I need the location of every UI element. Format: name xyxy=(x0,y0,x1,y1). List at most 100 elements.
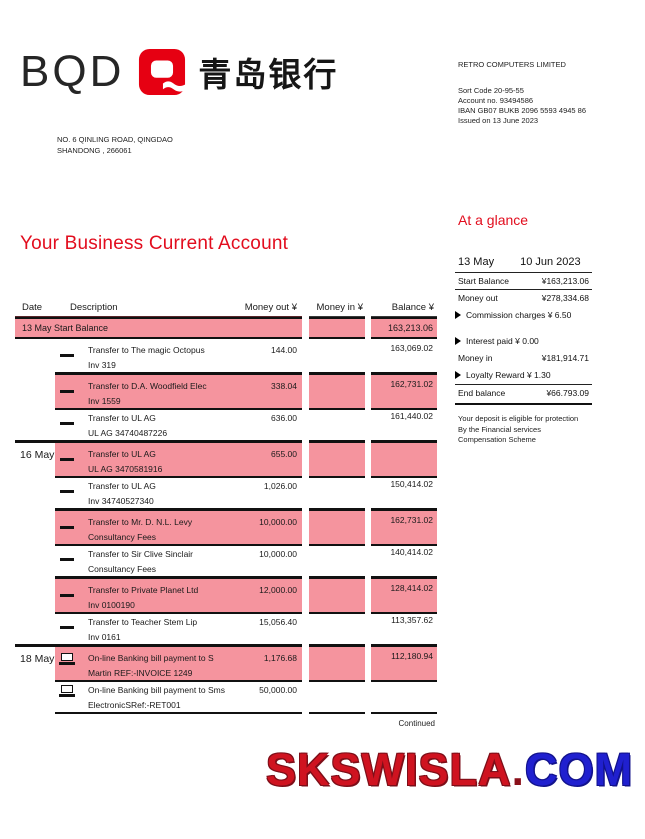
transaction-money-in xyxy=(309,543,365,578)
watermark-blue-text: COM xyxy=(525,744,634,795)
at-a-glance-heading: At a glance xyxy=(458,212,529,228)
transaction-money-in xyxy=(309,611,365,646)
table-row: Transfer to D.A. Woodfield Elec 338.04 I… xyxy=(15,373,437,410)
end-balance-label: End balance xyxy=(458,388,506,398)
transaction-reference: Consultancy Fees xyxy=(88,531,157,542)
glance-end-balance: End balance ¥66.793.09 xyxy=(455,385,592,405)
transaction-balance: 128,414.02 xyxy=(371,577,437,614)
glance-start-balance: Start Balance ¥163,213.06 xyxy=(455,273,592,290)
transaction-date xyxy=(15,373,55,410)
transaction-money-out: 12,000.00 xyxy=(259,584,297,595)
transaction-money-out: 10,000.00 xyxy=(259,548,297,559)
transaction-description: On-line Banking bill payment to Sms xyxy=(88,684,226,695)
start-balance-label: Start Balance xyxy=(458,276,510,286)
table-row: 18 May On-line Banking bill payment to S… xyxy=(15,645,437,682)
transaction-description: Transfer to Mr. D. N.L. Levy xyxy=(88,516,193,527)
transaction-reference: ElectronicSRef:-RET001 xyxy=(88,699,181,710)
money-in-value: ¥181,914.71 xyxy=(541,353,589,363)
transaction-reference: UL AG 3470581916 xyxy=(88,463,163,474)
transaction-balance: 161,440.02 xyxy=(371,407,437,442)
transfer-dash-icon xyxy=(60,354,74,357)
transaction-description-cell: Transfer to The magic Octopus 144.00 Inv… xyxy=(55,339,302,374)
period-end: 10 Jun 2023 xyxy=(520,256,581,268)
header-description-moneyout: Description Money out ¥ xyxy=(55,302,302,317)
start-balance-row-moneyin-cell xyxy=(309,317,365,339)
transaction-balance: 112,180.94 xyxy=(371,645,437,682)
transaction-money-out: 10,000.00 xyxy=(259,516,297,527)
transaction-description: Transfer to The magic Octopus xyxy=(88,344,205,355)
start-balance-row-label: 13 May Start Balance xyxy=(15,317,302,339)
triangle-bullet-icon xyxy=(455,371,461,379)
bank-logo: BQD 青岛银行 xyxy=(20,48,338,96)
transfer-dash-icon xyxy=(60,626,74,629)
transaction-money-in xyxy=(309,407,365,442)
transaction-date xyxy=(15,577,55,614)
bank-logo-icon xyxy=(138,48,187,96)
triangle-bullet-icon xyxy=(455,311,461,319)
transaction-money-in xyxy=(309,577,365,614)
transaction-description: Transfer to UL AG xyxy=(88,412,156,423)
watermark-red-text: SKSWISLA xyxy=(266,744,512,795)
header-money-out: Money out ¥ xyxy=(244,302,297,313)
start-balance-value: ¥163,213.06 xyxy=(541,276,589,286)
transaction-money-out: 144.00 xyxy=(271,344,297,355)
online-banking-laptop-icon xyxy=(59,653,75,665)
header-money-in: Money in ¥ xyxy=(309,302,365,317)
transfer-dash-icon xyxy=(60,594,74,597)
transaction-money-out: 15,056.40 xyxy=(259,616,297,627)
table-row: Transfer to UL AG 1,026.00 Inv 347405273… xyxy=(15,475,437,510)
transaction-description-cell: Transfer to Teacher Stem Lip 15,056.40 I… xyxy=(55,611,302,646)
start-balance-row: 13 May Start Balance 163,213.06 xyxy=(15,317,437,339)
protection-line2: By the Financial services xyxy=(458,424,541,434)
transaction-description-cell: On-line Banking bill payment to S 1,176.… xyxy=(55,645,302,682)
transaction-description-cell: On-line Banking bill payment to Sms 50,0… xyxy=(55,679,302,714)
account-holder-name: RETRO COMPUTERS LIMITED xyxy=(458,60,566,69)
transaction-balance: 162,731.02 xyxy=(371,509,437,546)
bank-logo-chinese-name: 青岛银行 xyxy=(198,56,339,93)
transaction-date xyxy=(15,407,55,442)
watermark: SKSWISLA.COM xyxy=(266,744,633,796)
transfer-dash-icon xyxy=(60,490,74,493)
continued-label: Continued xyxy=(398,719,435,728)
transaction-balance xyxy=(371,679,437,714)
transaction-money-out: 338.04 xyxy=(271,380,297,391)
sort-code: Sort Code 20-95-55 xyxy=(458,86,524,95)
table-row: 16 May Transfer to UL AG 655.00 UL AG 34… xyxy=(15,441,437,478)
transaction-balance: 162,731.02 xyxy=(371,373,437,410)
transfer-dash-icon xyxy=(60,558,74,561)
table-row: Transfer to The magic Octopus 144.00 Inv… xyxy=(15,339,437,374)
transaction-money-out: 50,000.00 xyxy=(259,684,297,695)
protection-line3: Compensation Scheme xyxy=(458,435,536,444)
online-banking-laptop-icon xyxy=(59,685,75,697)
transaction-description: Transfer to Teacher Stem Lip xyxy=(88,616,198,627)
transaction-reference: UL AG 34740487226 xyxy=(88,427,168,438)
transaction-money-in xyxy=(309,373,365,410)
transaction-reference: Consultancy Fees xyxy=(88,563,157,574)
transaction-money-out: 1,176.68 xyxy=(263,652,297,663)
transaction-balance: 163,069.02 xyxy=(371,339,437,374)
end-balance-value: ¥66.793.09 xyxy=(546,388,589,398)
transfer-dash-icon xyxy=(60,390,74,393)
protection-line1: Your deposit is eligible for protection xyxy=(458,414,579,423)
branch-address-line2: SHANDONG , 266061 xyxy=(57,146,132,155)
transfer-dash-icon xyxy=(60,526,74,529)
transaction-reference: Inv 34740527340 xyxy=(88,495,154,506)
transaction-date: 16 May xyxy=(15,441,55,478)
commission-text: Commission charges ¥ 6.50 xyxy=(466,310,572,320)
glance-commission: Commission charges ¥ 6.50 xyxy=(455,306,592,324)
glance-interest: Interest paid ¥ 0.00 xyxy=(455,332,592,350)
header-date: Date xyxy=(15,302,55,317)
transactions-table: Date Description Money out ¥ Money in ¥ … xyxy=(15,299,437,728)
period-start: 13 May xyxy=(458,256,495,268)
transaction-balance: 150,414.02 xyxy=(371,475,437,510)
page-title: Your Business Current Account xyxy=(20,233,289,254)
transaction-description: Transfer to Private Planet Ltd xyxy=(88,584,199,595)
transaction-description: Transfer to UL AG xyxy=(88,448,156,459)
transaction-date xyxy=(15,339,55,374)
transaction-money-in xyxy=(309,509,365,546)
transaction-description-cell: Transfer to Sir Clive Sinclair 10,000.00… xyxy=(55,543,302,578)
transaction-balance: 113,357.62 xyxy=(371,611,437,646)
money-out-value: ¥278,334.68 xyxy=(541,293,589,303)
transaction-date xyxy=(15,679,55,714)
transfer-dash-icon xyxy=(60,458,74,461)
